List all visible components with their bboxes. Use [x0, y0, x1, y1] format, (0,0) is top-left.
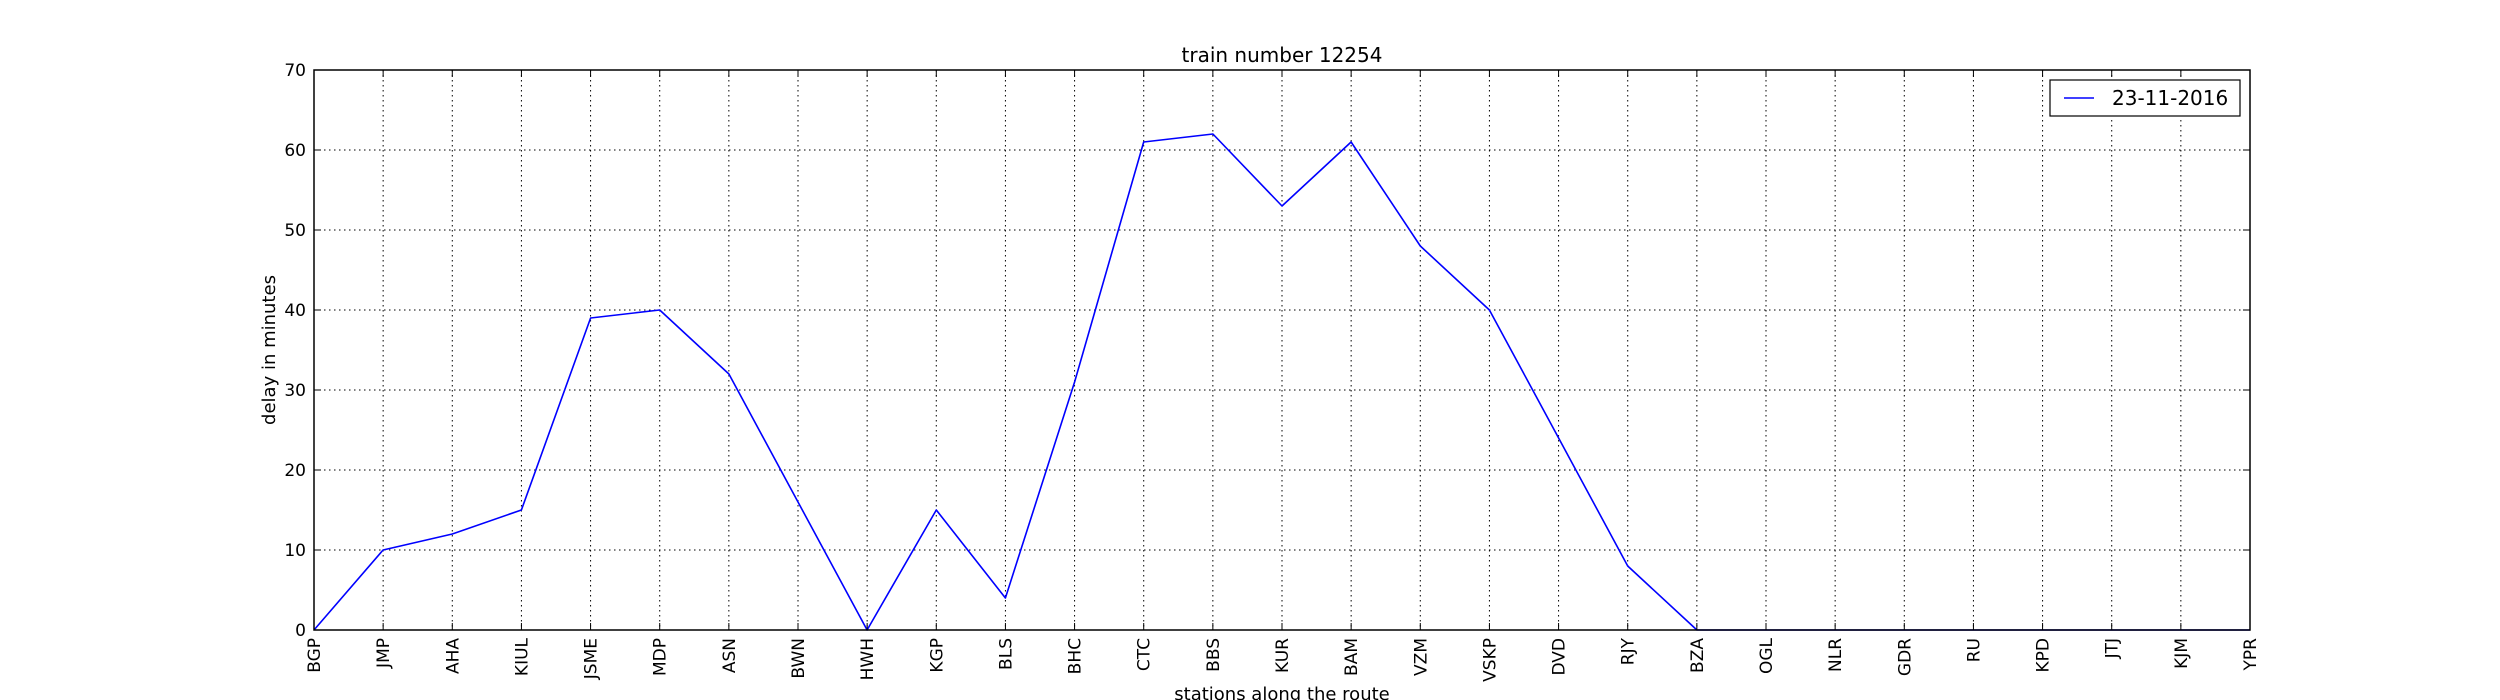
x-tick-label: GDR [1895, 638, 1915, 676]
chart-title: train number 12254 [1182, 43, 1383, 67]
x-tick-label: BZA [1688, 638, 1708, 673]
x-tick-label: MDP [651, 638, 671, 676]
x-tick-label: YPR [2241, 638, 2261, 672]
x-tick-label: KGP [927, 638, 947, 673]
x-tick-label: ASN [720, 638, 740, 673]
x-tick-label: KJM [2172, 638, 2192, 669]
x-tick-label: NLR [1826, 638, 1846, 672]
x-tick-label: DVD [1550, 638, 1570, 676]
grid [314, 70, 2250, 630]
x-tick-label: VSKP [1480, 638, 1500, 682]
x-tick-label: AHA [443, 638, 463, 674]
x-tick-label: BAM [1342, 638, 1362, 676]
x-tick-label: BHC [1066, 638, 1086, 674]
x-tick-label: VZM [1411, 638, 1431, 676]
x-tick-label: JSME [582, 638, 602, 680]
x-axis-title: stations along the route [1174, 684, 1389, 700]
x-tick-label: RU [1964, 638, 1984, 662]
legend: 23-11-2016 [2049, 79, 2241, 117]
y-tick-label: 40 [284, 301, 306, 321]
y-tick-label: 50 [284, 221, 306, 241]
y-tick-label: 10 [284, 541, 306, 561]
x-tick-label: KPD [2034, 638, 2054, 673]
x-tick-label: BLS [996, 638, 1016, 670]
x-tick-label: BBS [1204, 638, 1224, 672]
x-tick-label: JMP [374, 638, 394, 669]
x-tick-label: KUR [1273, 638, 1293, 673]
y-axis: 0 10 20 30 40 50 60 70 [284, 61, 2250, 641]
y-tick-label: 30 [284, 381, 306, 401]
x-tick-label: OGL [1757, 637, 1777, 674]
y-tick-label: 0 [295, 621, 306, 641]
x-tick-label: JTJ [2103, 638, 2123, 659]
y-axis-title: delay in minutes [259, 275, 280, 425]
x-axis: BGP JMP AHA KIUL JSME MDP ASN BWN HWH KGP BLS BHC CT… [305, 70, 2261, 682]
legend-label: 23-11-2016 [2112, 86, 2228, 110]
x-tick-label: CTC [1135, 638, 1155, 671]
y-tick-label: 60 [284, 141, 306, 161]
x-tick-label: BWN [789, 638, 809, 679]
x-tick-label: BGP [305, 638, 325, 673]
x-tick-label: KIUL [512, 637, 532, 676]
x-tick-label: RJY [1619, 637, 1639, 665]
x-tick-label: HWH [858, 638, 878, 680]
y-tick-label: 70 [284, 61, 306, 81]
y-tick-label: 20 [284, 461, 306, 481]
